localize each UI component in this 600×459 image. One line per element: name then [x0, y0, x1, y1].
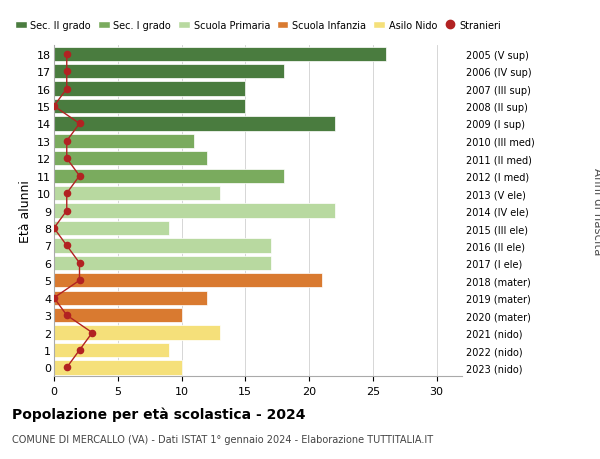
Point — [62, 68, 71, 76]
Bar — [54, 343, 169, 358]
Point — [74, 173, 84, 180]
Y-axis label: Età alunni: Età alunni — [19, 180, 32, 242]
Bar — [54, 169, 284, 184]
Point — [62, 207, 71, 215]
Bar — [54, 65, 284, 79]
Bar — [54, 47, 386, 62]
Point — [74, 277, 84, 285]
Text: COMUNE DI MERCALLO (VA) - Dati ISTAT 1° gennaio 2024 - Elaborazione TUTTITALIA.I: COMUNE DI MERCALLO (VA) - Dati ISTAT 1° … — [12, 434, 433, 444]
Bar — [54, 274, 322, 288]
Legend: Sec. II grado, Sec. I grado, Scuola Primaria, Scuola Infanzia, Asilo Nido, Stran: Sec. II grado, Sec. I grado, Scuola Prim… — [11, 17, 505, 34]
Point — [74, 260, 84, 267]
Bar — [54, 82, 245, 96]
Bar — [54, 221, 169, 235]
Bar — [54, 361, 182, 375]
Point — [88, 329, 97, 336]
Bar — [54, 134, 194, 149]
Point — [62, 51, 71, 58]
Bar — [54, 326, 220, 340]
Point — [62, 312, 71, 319]
Point — [49, 225, 59, 232]
Point — [49, 103, 59, 111]
Point — [62, 86, 71, 93]
Point — [62, 364, 71, 371]
Bar — [54, 152, 207, 166]
Bar — [54, 256, 271, 270]
Bar — [54, 100, 245, 114]
Point — [74, 347, 84, 354]
Bar — [54, 308, 182, 323]
Point — [74, 121, 84, 128]
Point — [62, 242, 71, 250]
Point — [62, 138, 71, 145]
Bar — [54, 187, 220, 201]
Text: Anni di nascita: Anni di nascita — [590, 168, 600, 255]
Bar — [54, 291, 207, 305]
Bar — [54, 204, 335, 218]
Point — [62, 155, 71, 162]
Text: Popolazione per età scolastica - 2024: Popolazione per età scolastica - 2024 — [12, 406, 305, 421]
Point — [62, 190, 71, 197]
Bar — [54, 239, 271, 253]
Point — [49, 294, 59, 302]
Bar — [54, 117, 335, 131]
